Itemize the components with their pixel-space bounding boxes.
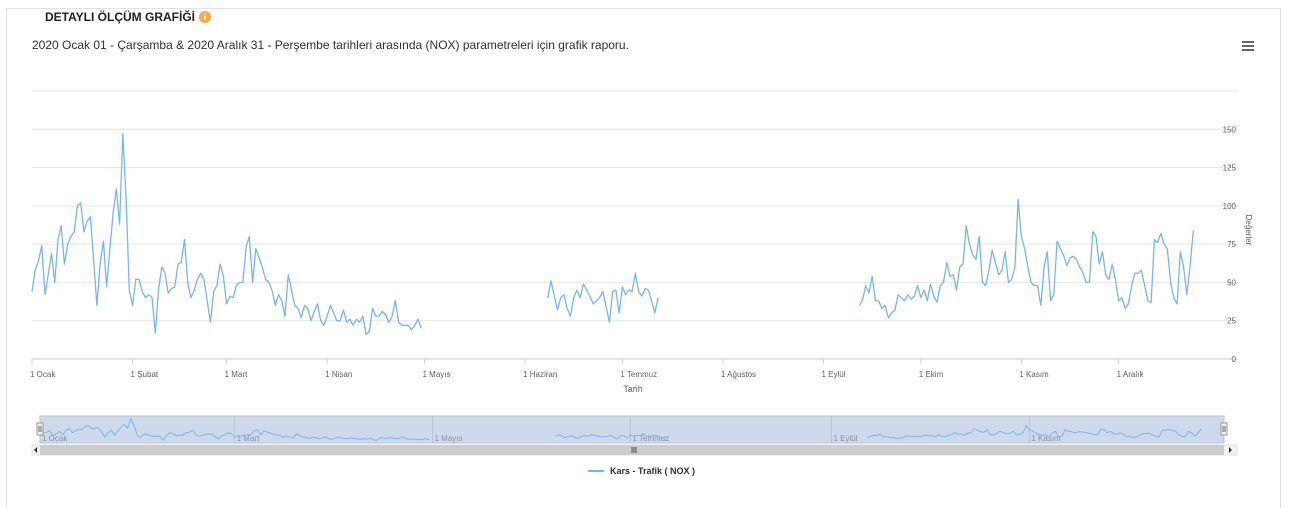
info-icon[interactable]: i [199,11,211,23]
y-axis-label: Değerler [1244,215,1253,246]
navigator-left-handle[interactable] [36,422,44,436]
hamburger-menu-icon[interactable] [1242,41,1254,51]
navigator-label: 1 Kasım [1031,434,1061,443]
series-line [31,133,422,336]
panel-title-text: DETAYLI ÖLÇÜM GRAFİĞİ [45,10,195,24]
x-tick-label: 1 Şubat [131,370,159,379]
x-tick-label: 1 Aralık [1117,370,1145,379]
scroll-right-arrow-icon[interactable] [1229,447,1232,453]
navigator-series-line [867,425,1202,439]
navigator-label: 1 Mart [237,434,260,443]
x-tick-label: 1 Haziran [523,370,557,379]
x-tick-label: 1 Eylül [821,370,845,379]
navigator-label: 1 Mayıs [435,434,463,443]
y-tick-label: 75 [1227,240,1236,249]
navigator-label: 1 Eylül [833,434,857,443]
y-tick-label: 50 [1227,278,1236,287]
navigator-right-handle[interactable] [1220,422,1228,436]
chart-subtitle: 2020 Ocak 01 - Çarşamba & 2020 Aralık 31… [32,38,629,52]
series-line [858,199,1194,319]
navigator-series-line [555,433,667,440]
x-tick-label: 1 Mart [225,370,248,379]
y-tick-label: 125 [1223,164,1237,173]
y-tick-label: 0 [1232,355,1237,364]
y-tick-label: 150 [1223,125,1237,134]
navigator-label: 1 Temmuz [632,434,669,443]
legend-item[interactable]: Kars - Trafik ( NOX ) [588,466,695,476]
x-tick-label: 1 Ocak [30,370,56,379]
scroll-left-arrow-icon[interactable] [34,447,37,453]
legend-label: Kars - Trafik ( NOX ) [610,466,696,476]
x-tick-label: 1 Temmuz [620,370,657,379]
series-line [547,272,659,323]
x-axis-label: Tarih [623,384,643,394]
x-tick-label: 1 Ağustos [721,370,756,379]
navigator-series-line [39,418,430,441]
panel-title: DETAYLI ÖLÇÜM GRAFİĞİ i [37,9,219,25]
x-tick-label: 1 Mayıs [423,370,451,379]
navigator-label: 1 Ocak [42,434,68,443]
y-tick-label: 25 [1227,317,1236,326]
x-tick-label: 1 Nisan [325,370,352,379]
x-tick-label: 1 Kasım [1019,370,1049,379]
legend-swatch [588,470,604,472]
chart-panel: DETAYLI ÖLÇÜM GRAFİĞİ i [6,8,1281,508]
y-tick-label: 100 [1223,202,1237,211]
x-tick-label: 1 Ekim [919,370,944,379]
